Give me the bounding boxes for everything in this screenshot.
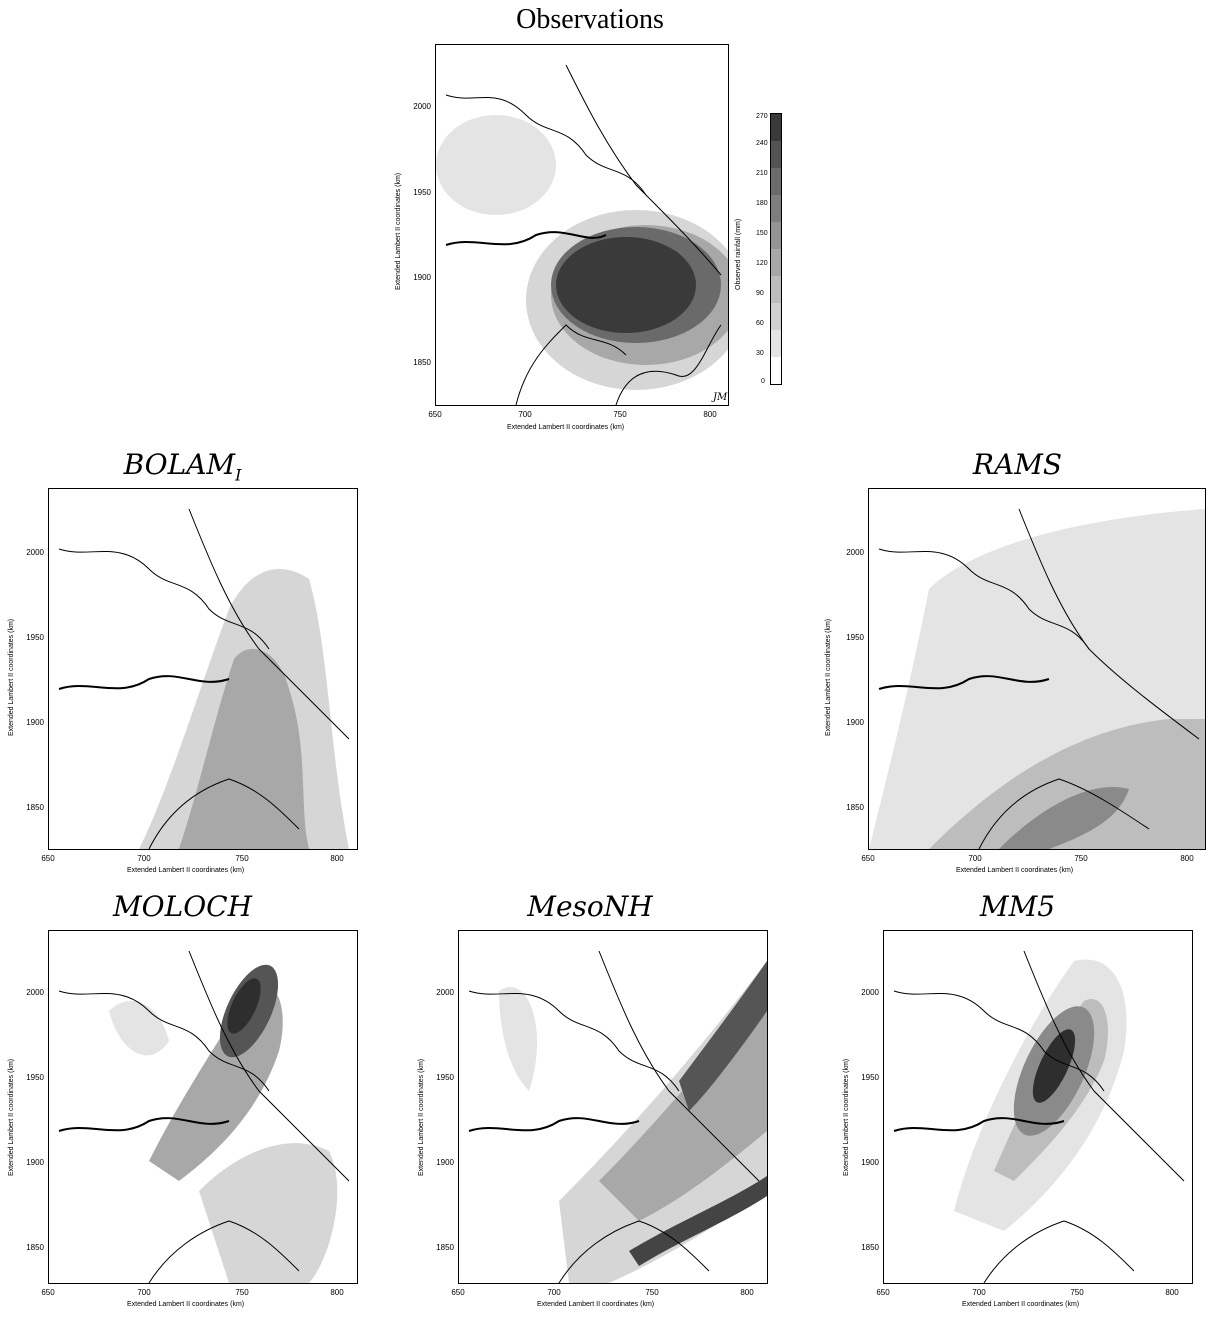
x-tick: 750 bbox=[645, 1288, 659, 1297]
y-tick: 1850 bbox=[846, 803, 864, 812]
x-tick: 750 bbox=[613, 410, 627, 419]
y-tick: 2000 bbox=[26, 988, 44, 997]
panel-observations: Observations 2000 1950 1900 1850 650 700… bbox=[395, 0, 795, 440]
x-tick: 800 bbox=[1165, 1288, 1179, 1297]
y-tick: 1850 bbox=[26, 803, 44, 812]
y-tick: 1950 bbox=[413, 188, 431, 197]
rainfall-map-mm5 bbox=[893, 950, 1185, 1283]
y-axis-label: Extended Lambert II coordinates (km) bbox=[843, 1058, 850, 1176]
panel-moloch: MOLOCH 2000 1950 1900 1850 650 700 750 8… bbox=[0, 890, 365, 1320]
colorbar-tick: 270 bbox=[756, 113, 768, 120]
rainfall-map-rams bbox=[869, 508, 1205, 849]
y-tick: 1900 bbox=[846, 718, 864, 727]
y-axis-label: Extended Lambert II coordinates (km) bbox=[825, 618, 832, 736]
x-tick: 750 bbox=[1074, 854, 1088, 863]
panel-title: RAMS bbox=[972, 448, 1063, 481]
y-tick: 1850 bbox=[861, 1243, 879, 1252]
rainfall-map-bolam bbox=[58, 508, 350, 849]
x-tick: 800 bbox=[330, 1288, 344, 1297]
panel-title: MOLOCH bbox=[112, 890, 252, 923]
y-axis-label: Extended Lambert II coordinates (km) bbox=[8, 618, 15, 736]
panel-rams: RAMS 2000 1950 1900 1850 650 700 750 800… bbox=[820, 448, 1208, 880]
colorbar-tick: 30 bbox=[756, 350, 764, 357]
y-axis-label: Extended Lambert II coordinates (km) bbox=[395, 172, 402, 290]
x-tick: 800 bbox=[330, 854, 344, 863]
x-tick: 700 bbox=[972, 1288, 986, 1297]
y-tick: 2000 bbox=[413, 102, 431, 111]
x-tick: 650 bbox=[451, 1288, 465, 1297]
y-tick: 1950 bbox=[26, 633, 44, 642]
colorbar-tick: 0 bbox=[761, 378, 765, 385]
panel-title: BOLAMI bbox=[123, 448, 242, 485]
colorbar-tick: 210 bbox=[756, 170, 768, 177]
x-axis-label: Extended Lambert II coordinates (km) bbox=[127, 1301, 245, 1308]
x-tick: 650 bbox=[861, 854, 875, 863]
x-tick: 750 bbox=[235, 854, 249, 863]
x-tick: 700 bbox=[547, 1288, 561, 1297]
x-tick: 700 bbox=[137, 1288, 151, 1297]
colorbar-tick: 120 bbox=[756, 260, 768, 267]
colorbar-label: Observed rainfall (mm) bbox=[735, 218, 742, 290]
x-tick: 650 bbox=[428, 410, 442, 419]
x-axis-label: Extended Lambert II coordinates (km) bbox=[127, 867, 245, 874]
panel-mm5: MM5 2000 1950 1900 1850 650 700 750 800 … bbox=[835, 890, 1208, 1320]
panel-bolam: BOLAMI 2000 1950 1900 1850 650 700 750 8… bbox=[0, 448, 365, 880]
y-tick: 2000 bbox=[861, 988, 879, 997]
y-tick: 1950 bbox=[846, 633, 864, 642]
panel-title: MM5 bbox=[979, 890, 1056, 923]
map-frame-rams bbox=[868, 488, 1206, 850]
rainfall-map-mesonh bbox=[468, 950, 767, 1283]
x-tick: 800 bbox=[1180, 854, 1194, 863]
colorbar bbox=[770, 113, 782, 385]
y-tick: 1850 bbox=[413, 358, 431, 367]
x-tick: 700 bbox=[137, 854, 151, 863]
map-frame-observations bbox=[435, 44, 729, 406]
x-tick: 750 bbox=[235, 1288, 249, 1297]
x-tick: 700 bbox=[968, 854, 982, 863]
x-tick: 650 bbox=[41, 854, 55, 863]
panel-title: MesoNH bbox=[527, 890, 653, 923]
map-frame-moloch bbox=[48, 930, 358, 1284]
x-axis-label: Extended Lambert II coordinates (km) bbox=[956, 867, 1074, 874]
colorbar-tick: 60 bbox=[756, 320, 764, 327]
x-tick: 650 bbox=[876, 1288, 890, 1297]
map-frame-mesonh bbox=[458, 930, 768, 1284]
x-tick: 800 bbox=[703, 410, 717, 419]
y-tick: 1900 bbox=[26, 718, 44, 727]
y-tick: 1900 bbox=[861, 1158, 879, 1167]
y-tick: 2000 bbox=[846, 548, 864, 557]
y-tick: 1850 bbox=[436, 1243, 454, 1252]
colorbar-tick: 150 bbox=[756, 230, 768, 237]
colorbar-tick: 180 bbox=[756, 200, 768, 207]
x-axis-label: Extended Lambert II coordinates (km) bbox=[962, 1301, 1080, 1308]
x-tick: 650 bbox=[41, 1288, 55, 1297]
y-tick: 1900 bbox=[436, 1158, 454, 1167]
panel-mesonh: MesoNH 2000 1950 1900 1850 650 700 750 8… bbox=[410, 890, 780, 1320]
rainfall-map-observations bbox=[436, 64, 728, 405]
x-axis-label: Extended Lambert II coordinates (km) bbox=[507, 424, 625, 431]
colorbar-tick: 90 bbox=[756, 290, 764, 297]
rainfall-map-moloch bbox=[58, 950, 350, 1283]
y-tick: 1900 bbox=[413, 273, 431, 282]
y-tick: 1950 bbox=[861, 1073, 879, 1082]
colorbar-tick: 240 bbox=[756, 140, 768, 147]
y-tick: 1850 bbox=[26, 1243, 44, 1252]
y-tick: 2000 bbox=[436, 988, 454, 997]
x-tick: 750 bbox=[1070, 1288, 1084, 1297]
map-frame-bolam bbox=[48, 488, 358, 850]
y-axis-label: Extended Lambert II coordinates (km) bbox=[8, 1058, 15, 1176]
y-axis-label: Extended Lambert II coordinates (km) bbox=[418, 1058, 425, 1176]
x-tick: 800 bbox=[740, 1288, 754, 1297]
y-tick: 1950 bbox=[436, 1073, 454, 1082]
y-tick: 1950 bbox=[26, 1073, 44, 1082]
x-tick: 700 bbox=[518, 410, 532, 419]
y-tick: 2000 bbox=[26, 548, 44, 557]
map-frame-mm5 bbox=[883, 930, 1193, 1284]
y-tick: 1900 bbox=[26, 1158, 44, 1167]
panel-title: Observations bbox=[516, 4, 664, 35]
x-axis-label: Extended Lambert II coordinates (km) bbox=[537, 1301, 655, 1308]
signature: JM bbox=[713, 392, 728, 403]
